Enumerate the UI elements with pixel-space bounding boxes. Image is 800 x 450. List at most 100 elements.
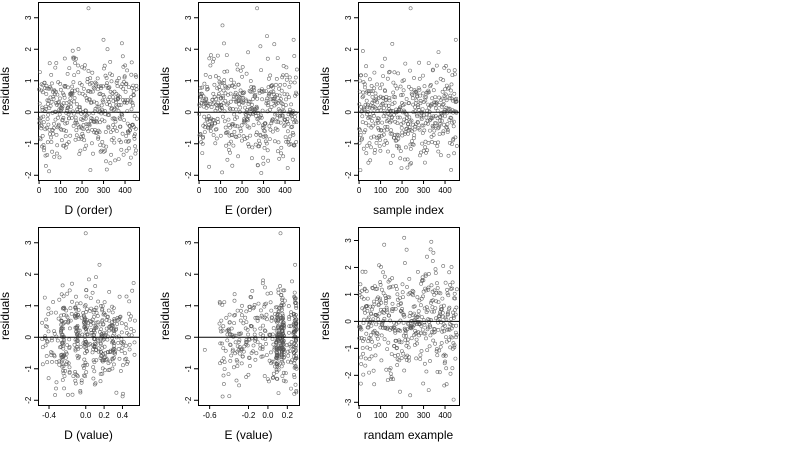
data-point: [76, 308, 81, 312]
y-tick-label: 1: [344, 78, 353, 83]
data-point: [52, 353, 57, 358]
data-point: [432, 292, 437, 297]
data-point: [203, 121, 208, 126]
data-point: [280, 311, 285, 316]
data-point: [449, 167, 454, 172]
data-point: [449, 82, 454, 87]
data-point: [374, 135, 379, 140]
data-point: [372, 299, 376, 304]
data-point: [422, 160, 427, 165]
data-point: [94, 81, 99, 86]
data-point: [286, 137, 291, 142]
data-point: [129, 327, 134, 331]
data-point: [271, 371, 276, 376]
data-point: [397, 358, 402, 363]
data-point: [226, 329, 231, 333]
data-point: [94, 320, 99, 325]
data-point: [275, 377, 280, 381]
data-point: [293, 338, 298, 343]
data-point: [454, 96, 459, 101]
data-point: [115, 84, 120, 88]
data-point: [220, 114, 225, 119]
data-point: [78, 344, 83, 349]
data-point: [107, 113, 112, 117]
data-point: [235, 344, 240, 349]
data-point: [71, 374, 76, 379]
data-point: [269, 121, 274, 126]
data-point: [426, 285, 431, 290]
data-point: [434, 80, 439, 85]
data-point: [285, 129, 290, 134]
data-point: [399, 356, 404, 360]
data-point: [116, 157, 121, 162]
data-point: [453, 312, 458, 317]
data-point: [280, 374, 285, 379]
data-point: [235, 62, 240, 67]
data-point: [398, 156, 403, 161]
data-point: [64, 145, 68, 150]
data-point: [292, 300, 297, 305]
data-point: [397, 115, 402, 120]
y-tick-label: 2: [344, 46, 353, 51]
data-point: [426, 271, 431, 276]
data-point: [277, 156, 282, 161]
data-point: [436, 149, 441, 154]
data-point: [264, 312, 269, 317]
x-axis-title: E (value): [224, 428, 272, 442]
data-point: [281, 154, 286, 159]
data-point: [207, 117, 212, 122]
data-point: [119, 369, 123, 373]
data-point: [401, 333, 406, 338]
data-point: [359, 105, 364, 109]
data-point: [238, 126, 243, 131]
data-point: [452, 151, 457, 156]
data-point: [362, 108, 367, 113]
data-point: [115, 105, 119, 110]
data-point: [392, 113, 396, 117]
data-point: [58, 96, 62, 101]
data-point: [112, 355, 116, 360]
y-tick-label: -2: [24, 396, 33, 404]
data-point: [420, 141, 425, 146]
data-point: [54, 386, 58, 391]
data-point: [365, 345, 370, 350]
data-point: [265, 96, 270, 101]
data-point: [243, 120, 248, 125]
data-point: [120, 131, 125, 136]
data-point: [361, 94, 366, 99]
data-point: [61, 334, 66, 339]
data-point: [279, 292, 284, 297]
data-point: [45, 140, 50, 145]
data-point: [60, 364, 65, 369]
data-point: [274, 369, 279, 374]
data-point: [220, 341, 224, 346]
data-point: [292, 143, 297, 148]
data-point: [83, 326, 88, 331]
data-point: [418, 93, 423, 98]
data-point: [421, 381, 426, 386]
data-point: [412, 304, 417, 309]
data-point: [213, 127, 218, 132]
data-point: [92, 369, 97, 374]
x-tick-label: 0: [197, 186, 202, 195]
data-point: [415, 120, 420, 125]
y-tick-label: 0: [344, 109, 353, 114]
data-point: [391, 90, 396, 95]
data-point: [222, 300, 227, 305]
x-tick-label: 0.2: [282, 411, 294, 420]
data-point: [123, 89, 128, 94]
data-point: [70, 91, 75, 96]
data-point: [41, 90, 45, 95]
data-point: [271, 117, 275, 122]
data-point: [60, 104, 65, 109]
x-tick-label: 400: [118, 186, 132, 195]
data-point: [73, 88, 77, 93]
data-point: [282, 288, 287, 293]
data-point: [91, 365, 96, 370]
data-point: [113, 318, 118, 323]
data-point: [281, 333, 286, 338]
data-point: [244, 71, 249, 76]
data-point: [70, 116, 74, 120]
data-point: [433, 306, 438, 311]
